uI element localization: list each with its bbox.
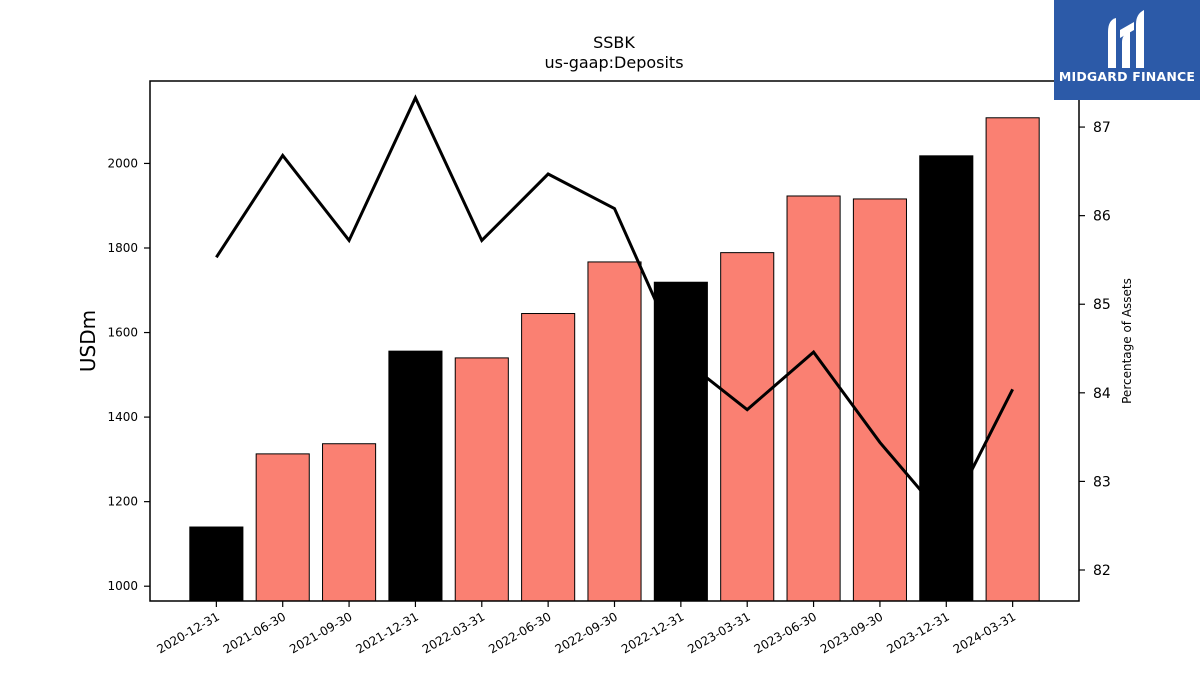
midgard-logo-icon xyxy=(1108,10,1144,68)
bar-2023-12-31 xyxy=(919,155,974,602)
bar-2022-06-30 xyxy=(521,313,576,602)
bar-2023-03-31 xyxy=(720,252,775,602)
percentage-of-assets-line xyxy=(215,94,1014,524)
x-tick-label: 2022-09-30 xyxy=(553,609,620,656)
midgard-finance-logo: MIDGARD FINANCE xyxy=(1054,0,1200,100)
y-axis-right: 82 83 84 85 86 87 xyxy=(1079,120,1111,579)
bar-2021-09-30 xyxy=(322,443,377,602)
bar-series xyxy=(189,117,1040,602)
y2-tick-label: 86 xyxy=(1093,209,1111,225)
x-tick-label: 2023-12-31 xyxy=(884,609,951,656)
line-series xyxy=(215,94,1014,524)
bar-2021-06-30 xyxy=(255,453,310,602)
x-tick-label: 2022-12-31 xyxy=(619,609,686,656)
x-tick-label: 2023-09-30 xyxy=(818,609,885,656)
y-tick-label: 1000 xyxy=(107,579,138,593)
chart-title: SSBK xyxy=(593,33,635,52)
x-tick-label: 2023-06-30 xyxy=(752,609,819,656)
bar-2022-12-31 xyxy=(653,281,708,602)
y-tick-label: 1600 xyxy=(107,326,138,340)
x-tick-label: 2022-03-31 xyxy=(420,609,487,656)
bar-2023-09-30 xyxy=(852,198,907,602)
y-axis-label: USDm xyxy=(76,310,100,372)
x-axis: 2020-12-312021-06-302021-09-302021-12-31… xyxy=(154,601,1018,656)
y-tick-label: 1400 xyxy=(107,410,138,424)
bar-2021-12-31 xyxy=(388,350,443,602)
y2-tick-label: 83 xyxy=(1093,474,1111,490)
x-tick-label: 2020-12-31 xyxy=(154,609,221,656)
x-tick-label: 2023-03-31 xyxy=(685,609,752,656)
y2-axis-label: Percentage of Assets xyxy=(1120,278,1134,404)
bar-2020-12-31 xyxy=(189,526,244,602)
x-tick-label: 2022-06-30 xyxy=(486,609,553,656)
bar-2023-06-30 xyxy=(786,195,841,602)
logo-text: MIDGARD FINANCE xyxy=(1058,69,1196,84)
y2-tick-label: 84 xyxy=(1093,386,1111,402)
x-tick-label: 2021-12-31 xyxy=(354,609,421,656)
x-tick-label: 2024-03-31 xyxy=(951,609,1018,656)
x-tick-label: 2021-06-30 xyxy=(221,609,288,656)
bar-2024-03-31 xyxy=(985,117,1040,602)
y-tick-label: 1800 xyxy=(107,241,138,255)
chart-subtitle: us-gaap:Deposits xyxy=(544,53,683,72)
y-axis-left: 1000 1200 1400 1600 1800 2000 xyxy=(107,156,150,593)
y-tick-label: 1200 xyxy=(107,495,138,509)
y2-tick-label: 85 xyxy=(1093,297,1111,313)
y2-tick-label: 82 xyxy=(1093,563,1111,579)
y-tick-label: 2000 xyxy=(107,156,138,170)
y2-tick-label: 87 xyxy=(1093,120,1111,136)
bar-2022-03-31 xyxy=(454,357,509,602)
bar-2022-09-30 xyxy=(587,261,642,602)
x-tick-label: 2021-09-30 xyxy=(287,609,354,656)
